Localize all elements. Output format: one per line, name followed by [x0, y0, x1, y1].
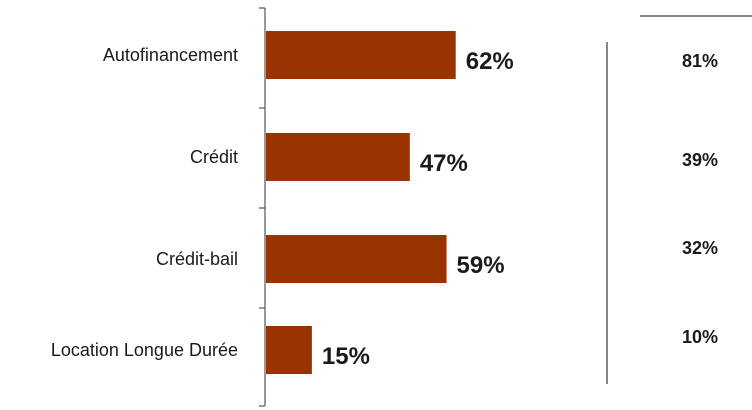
bar-value-label: 62% [466, 48, 514, 75]
side-value-label: 10% [682, 327, 718, 347]
category-label: Crédit-bail [156, 249, 238, 269]
bar [266, 31, 456, 79]
bar-value-label: 47% [420, 150, 468, 177]
side-value-label: 32% [682, 238, 718, 258]
bar-value-label: 15% [322, 343, 370, 370]
bar [266, 326, 312, 374]
bar-value-label: 59% [457, 252, 505, 279]
bar [266, 133, 410, 181]
category-label: Autofinancement [103, 45, 238, 65]
bar [266, 235, 447, 283]
side-value-label: 39% [682, 150, 718, 170]
category-label: Location Longue Durée [51, 340, 238, 360]
category-label: Crédit [190, 147, 238, 167]
side-value-label: 81% [682, 51, 718, 71]
